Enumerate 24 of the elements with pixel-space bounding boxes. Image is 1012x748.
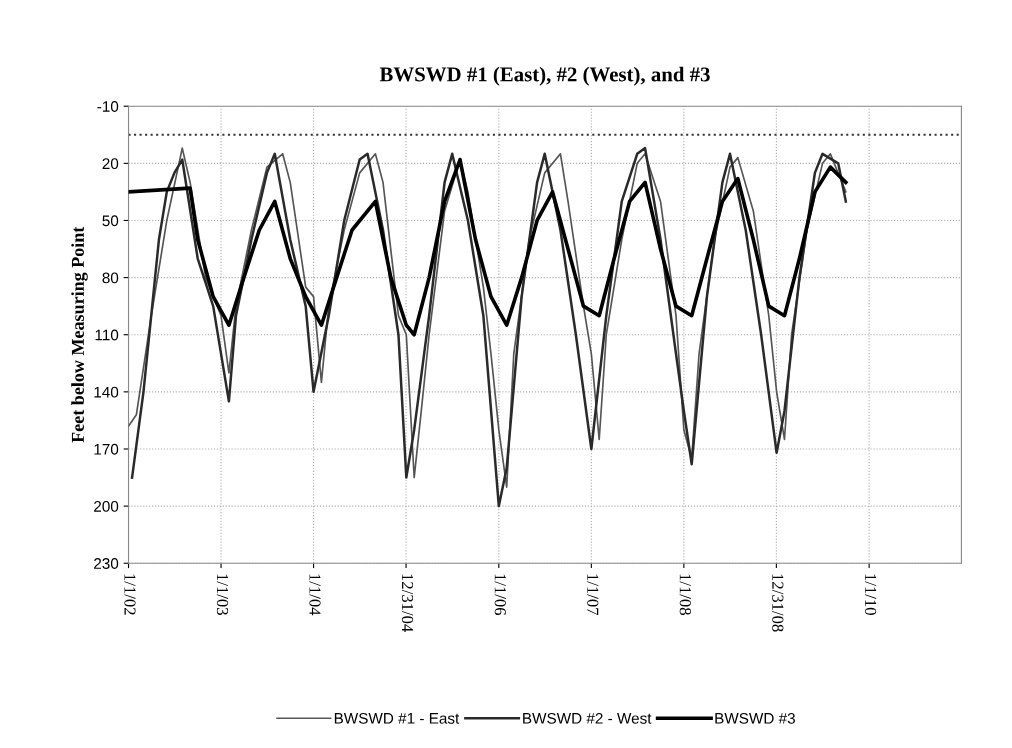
y-tick-label: 110 [95,329,119,341]
y-tick-label: 200 [94,500,119,512]
legend-label: BWSWD #3 [715,712,795,724]
y-tick-label: 230 [94,558,119,569]
y-axis-title: Feet below Measuring Point [71,226,88,443]
legend-label: BWSWD #2 - West [523,712,652,724]
y-tick-label: 170 [94,443,119,455]
chart-title: BWSWD #1 (East), #2 (West), and #3 [379,66,710,86]
x-tick-label: 1/1/10 [864,574,877,615]
y-tick-label: 20 [102,158,119,170]
x-tick-label: 1/1/04 [309,574,321,616]
x-tick-label: 12/31/08 [772,574,784,632]
x-tick-label: 1/1/07 [587,574,599,616]
x-tick-label: 1/1/03 [216,574,229,615]
y-tick-label: -10 [97,101,119,112]
line-series [128,157,848,337]
y-tick-label: 50 [102,215,119,227]
x-tick-label: 1/1/02 [124,574,136,615]
y-tick-label: 80 [102,272,119,284]
x-tick-label: 12/31/04 [401,574,414,632]
x-tick-label: 1/1/06 [494,574,506,616]
x-tick-label: 1/1/08 [679,574,691,615]
legend-label: BWSWD #1 - East [334,712,460,724]
y-tick-label: 140 [94,386,119,398]
